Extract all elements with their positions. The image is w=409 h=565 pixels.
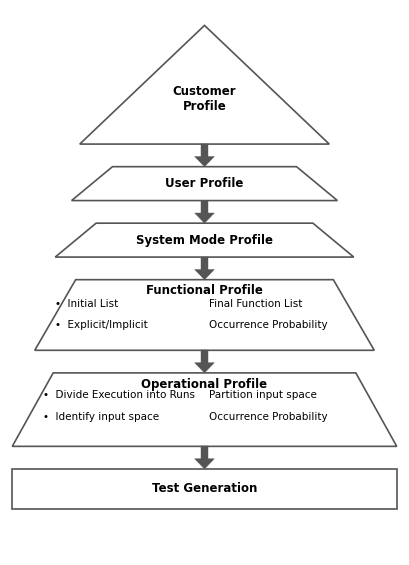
Polygon shape: [195, 459, 214, 469]
Polygon shape: [201, 446, 208, 459]
Text: System Mode Profile: System Mode Profile: [136, 233, 273, 247]
Polygon shape: [195, 213, 214, 223]
Polygon shape: [35, 280, 374, 350]
Polygon shape: [195, 363, 214, 373]
Polygon shape: [80, 25, 329, 144]
Polygon shape: [201, 257, 208, 270]
Text: Functional Profile: Functional Profile: [146, 284, 263, 298]
Polygon shape: [55, 223, 354, 257]
Polygon shape: [201, 201, 208, 213]
Text: •  Explicit/Implicit: • Explicit/Implicit: [55, 320, 148, 331]
Text: Occurrence Probability: Occurrence Probability: [209, 412, 327, 422]
Polygon shape: [201, 350, 208, 363]
Text: •  Identify input space: • Identify input space: [43, 412, 159, 422]
Text: •  Divide Execution into Runs: • Divide Execution into Runs: [43, 390, 195, 401]
Text: •  Initial List: • Initial List: [55, 299, 119, 309]
Polygon shape: [201, 144, 208, 157]
Polygon shape: [72, 167, 337, 201]
Polygon shape: [12, 373, 397, 446]
Text: Test Generation: Test Generation: [152, 482, 257, 496]
Polygon shape: [195, 270, 214, 280]
Text: Occurrence Probability: Occurrence Probability: [209, 320, 327, 331]
Polygon shape: [195, 157, 214, 167]
Text: Operational Profile: Operational Profile: [142, 377, 267, 391]
Text: User Profile: User Profile: [165, 177, 244, 190]
Text: Final Function List: Final Function List: [209, 299, 302, 309]
Text: Customer
Profile: Customer Profile: [173, 85, 236, 113]
Text: Partition input space: Partition input space: [209, 390, 317, 401]
Polygon shape: [12, 469, 397, 508]
